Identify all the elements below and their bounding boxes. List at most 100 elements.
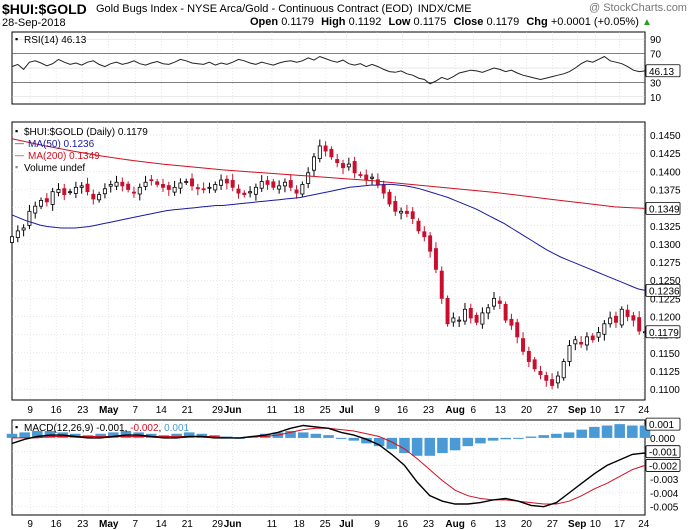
macd-x-label: Sep: [568, 519, 586, 530]
candle-body: [451, 317, 456, 323]
close-value: 0.1179: [486, 16, 520, 28]
price-tick-label: 0.1275: [650, 258, 681, 269]
candle-body: [85, 183, 90, 193]
candle-body: [637, 317, 642, 332]
candle-body: [375, 179, 380, 185]
candle-body: [370, 176, 375, 179]
price-tick-label: 0.1150: [650, 349, 680, 360]
rsi-line: [11, 55, 646, 85]
macd-x-label: 24: [638, 519, 650, 530]
macd-x-label: 10: [590, 519, 602, 530]
macd-histogram-bar: [513, 437, 524, 439]
candle-body: [631, 315, 636, 321]
candle-body: [253, 186, 258, 195]
price-x-label: 24: [638, 405, 650, 416]
macd-histogram-bar: [323, 435, 334, 438]
candle-body: [492, 297, 496, 307]
candle-body: [404, 210, 409, 214]
macd-legend-macd: MACD(12,26,9) -0.001,: [24, 423, 130, 434]
candle-body: [497, 300, 502, 304]
macd-x-label: 23: [423, 519, 435, 530]
candle-body: [352, 161, 357, 174]
price-x-label: 6: [470, 405, 476, 416]
rsi-legend-marker: ▪: [15, 34, 18, 44]
candle-body: [271, 181, 276, 188]
candle-body: [474, 314, 479, 323]
candle-body: [613, 315, 618, 323]
macd-x-label: Jul: [339, 519, 354, 530]
macd-x-label: 23: [77, 519, 89, 530]
price-tick-label: 0.1425: [650, 149, 681, 160]
candle-body: [230, 179, 235, 188]
candle-body: [282, 181, 287, 187]
chart-symbol: $HUI:$GOLD: [2, 1, 87, 17]
macd-legend-sep: ,: [159, 423, 165, 434]
candle-body: [358, 174, 363, 176]
open-label: Open: [250, 16, 279, 28]
macd-x-label: 29: [212, 519, 224, 530]
macd-x-label: May: [99, 519, 119, 530]
candle-body: [265, 180, 270, 185]
candle-body: [341, 163, 346, 169]
candle-body: [44, 198, 49, 203]
candle-body: [561, 361, 566, 379]
candle-body: [172, 186, 177, 193]
rsi-tick-label: 70: [650, 50, 662, 61]
macd-histogram-bar: [601, 425, 613, 438]
candle-body: [311, 156, 316, 171]
candle-body: [201, 188, 206, 191]
macd-histogram-bar: [183, 432, 195, 438]
candle-body: [56, 189, 61, 193]
candle-body: [329, 148, 334, 158]
price-x-label: 10: [590, 405, 602, 416]
candle-body: [219, 179, 224, 186]
candle-body: [114, 181, 119, 187]
candle-body: [399, 210, 404, 214]
candle-body: [625, 309, 630, 317]
candle-body: [131, 191, 136, 194]
candle-body: [387, 191, 392, 205]
candle-body: [317, 145, 322, 159]
macd-x-label: 25: [320, 519, 332, 530]
candle-body: [21, 227, 26, 231]
candle-body: [346, 163, 351, 168]
macd-x-label: 16: [51, 519, 63, 530]
chg-label: Chg: [526, 16, 548, 28]
watermark: @ StockCharts.com: [589, 2, 687, 14]
candle-body: [68, 191, 73, 194]
candle-body: [439, 270, 444, 299]
macd-histogram-bar: [285, 431, 296, 438]
price-x-label: 21: [182, 405, 194, 416]
macd-x-label: 18: [294, 519, 306, 530]
price-tick-label: 0.1325: [650, 222, 681, 233]
macd-histogram-bar: [525, 436, 537, 438]
macd-line: [11, 424, 646, 508]
price-legend-marker: ▪: [15, 126, 18, 136]
candle-body: [10, 236, 14, 243]
candle-body: [503, 303, 508, 321]
macd-histogram-bar: [108, 432, 119, 438]
price-x-label: 18: [294, 405, 306, 416]
macd-x-label: 13: [495, 519, 507, 530]
ma50-line: [11, 183, 646, 291]
macd-histogram-bar: [171, 433, 182, 438]
price-tick-label: 0.1225: [650, 294, 681, 305]
candle-body: [277, 185, 282, 190]
price-tick-label: 0.1400: [650, 167, 681, 178]
macd-histogram-bar: [627, 425, 638, 438]
macd-x-label: Aug: [445, 519, 464, 530]
macd-legend-marker: ▪: [15, 422, 18, 432]
ma50-last-value: 0.1236: [649, 286, 680, 297]
macd-x-label: 6: [470, 519, 476, 530]
candle-body: [457, 319, 462, 322]
macd-histogram-bar: [386, 437, 398, 449]
candle-body: [190, 178, 195, 187]
macd-histogram-bar: [348, 437, 360, 441]
volume-legend: Volume undef: [24, 163, 85, 174]
price-x-label: 16: [397, 405, 409, 416]
price-x-label: 23: [423, 405, 435, 416]
candle-body: [207, 186, 212, 189]
price-tick-label: 0.1100: [650, 385, 680, 396]
macd-histogram-bar: [424, 437, 436, 456]
up-arrow-icon: ▲: [641, 17, 652, 28]
